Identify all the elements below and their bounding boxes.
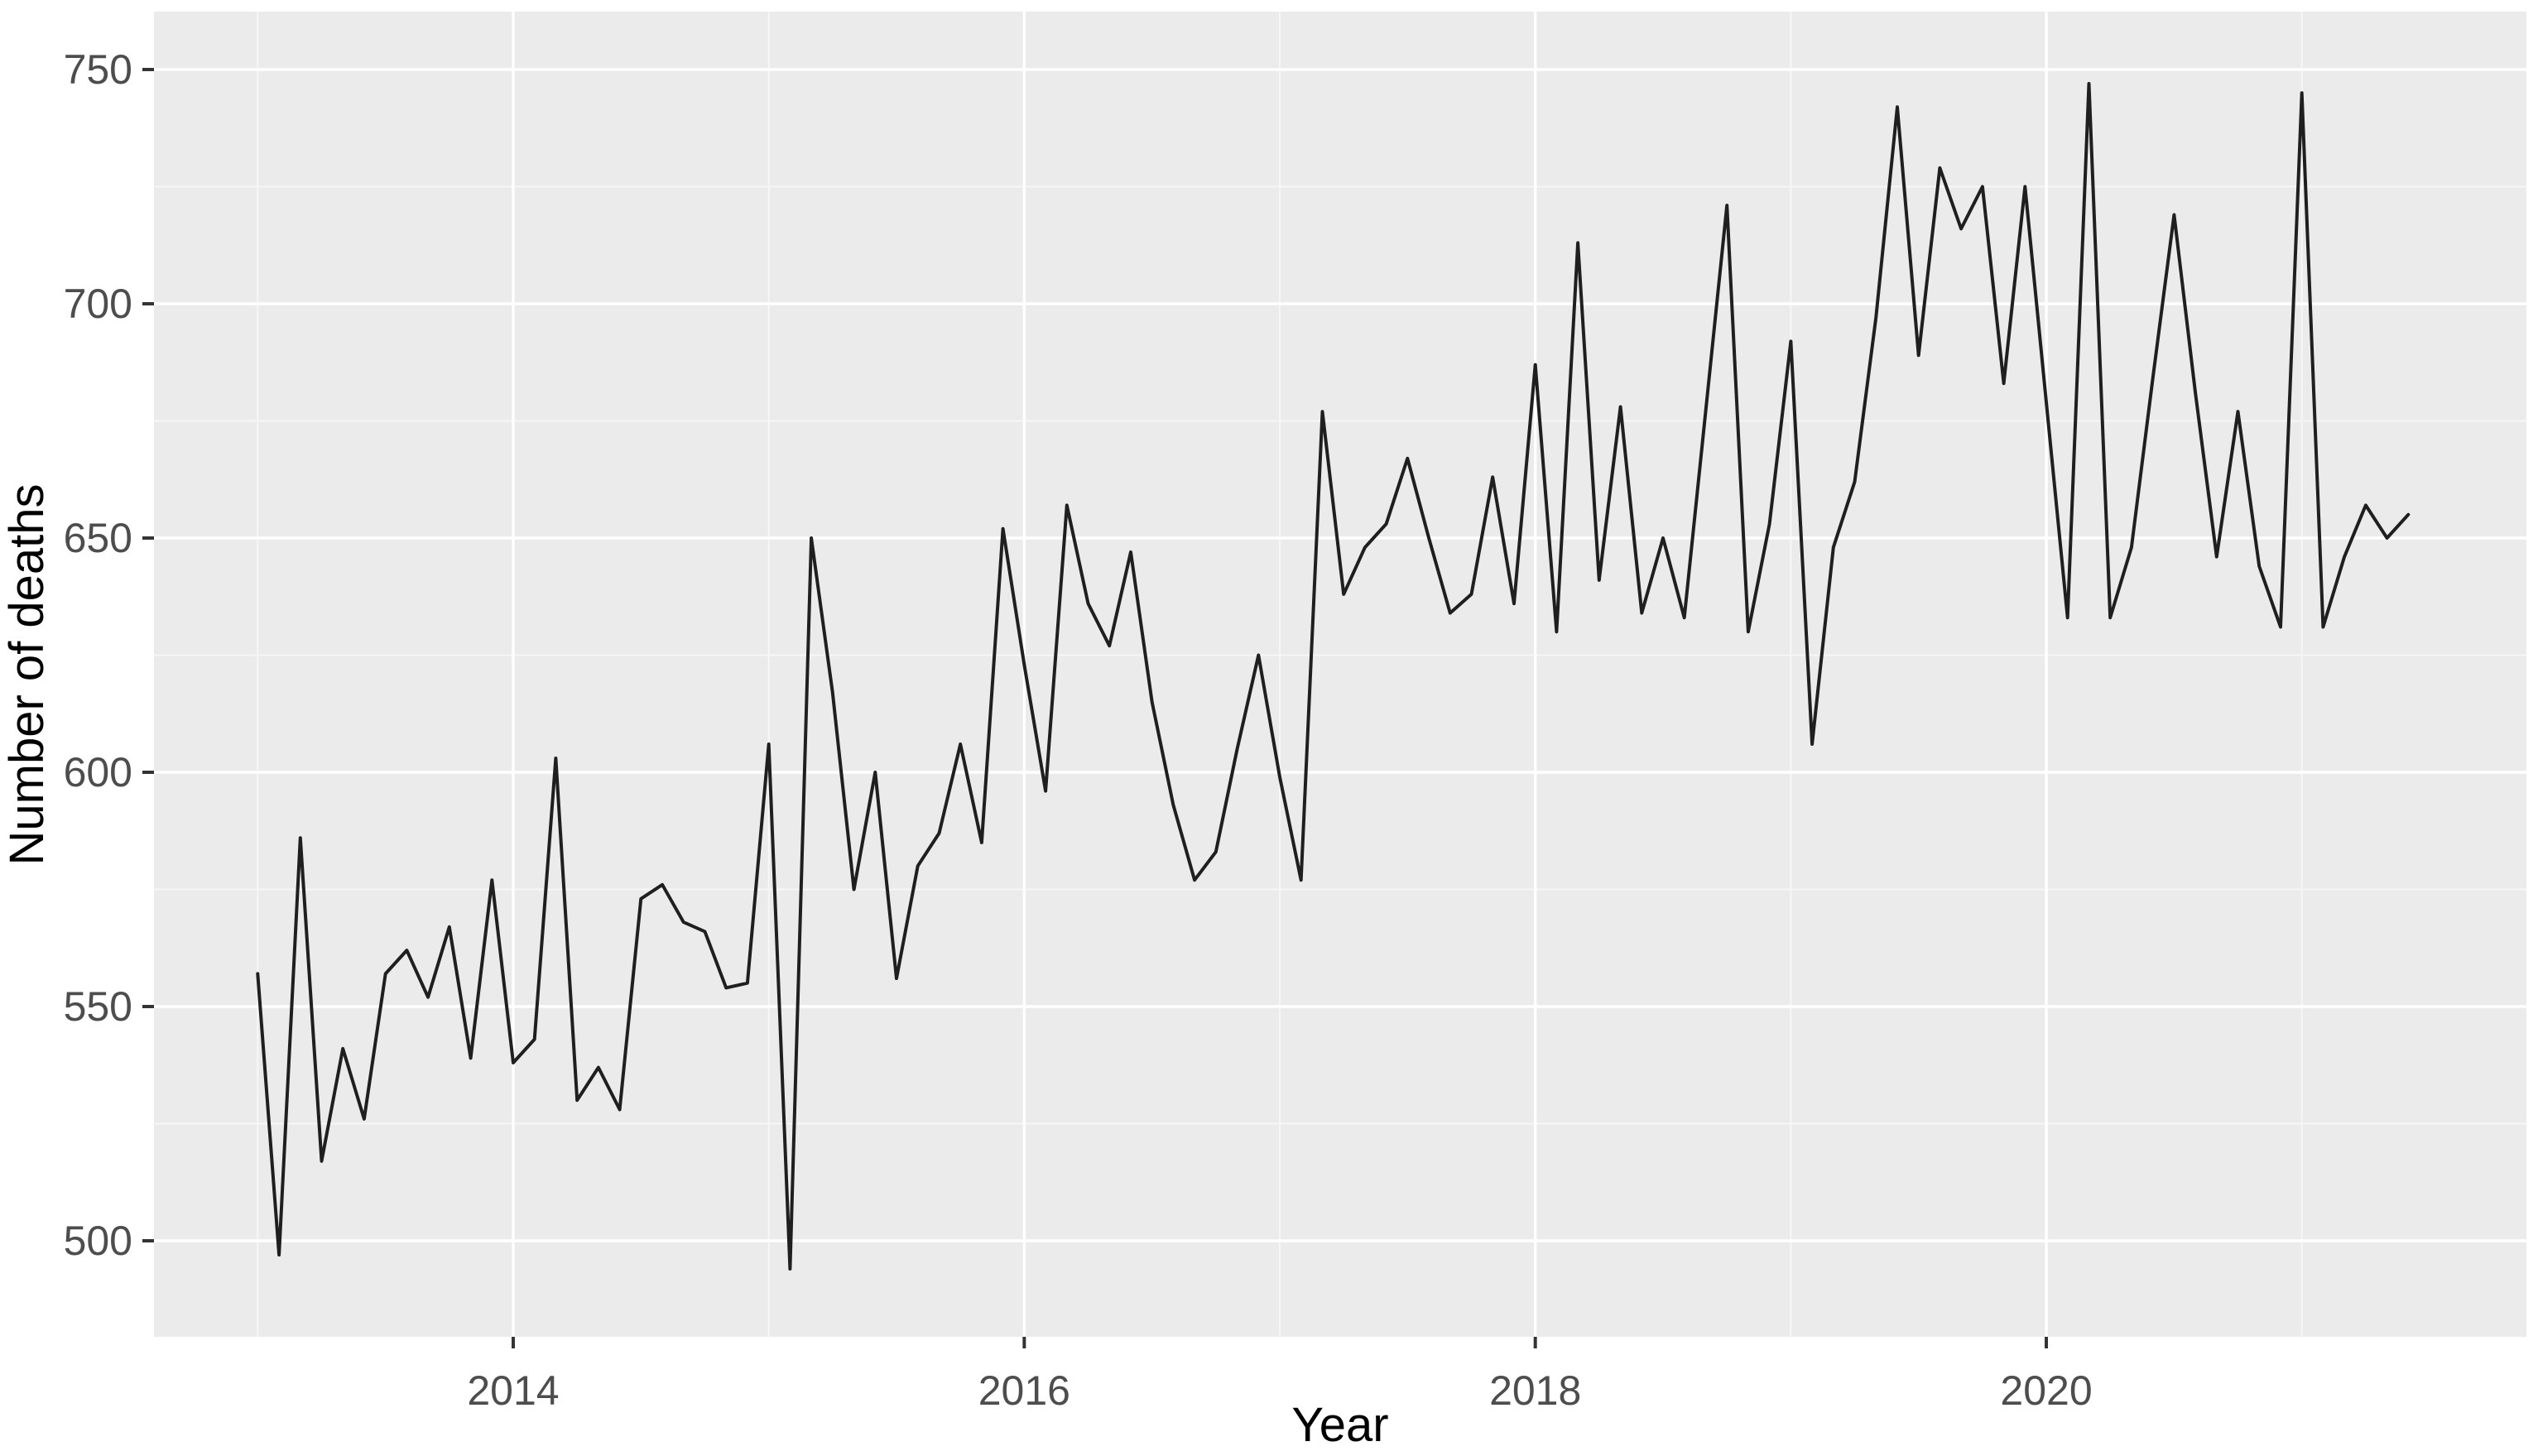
y-axis-title: Number of deaths xyxy=(0,483,54,865)
x-axis-title: Year xyxy=(1291,1398,1388,1452)
x-tick-label: 2016 xyxy=(978,1367,1070,1414)
minor-gridlines xyxy=(154,12,2526,1337)
y-tick-label: 550 xyxy=(64,983,132,1030)
y-tick-label: 650 xyxy=(64,515,132,561)
data-series-group xyxy=(256,82,2411,1271)
x-tick-label: 2014 xyxy=(467,1367,559,1414)
axis-tick-labels: 500 550 600 650 700 750 2014 2016 2018 2020 xyxy=(64,46,2093,1414)
x-tick-label: 2020 xyxy=(2000,1367,2092,1414)
y-tick-label: 500 xyxy=(64,1218,132,1264)
plot-panel-background xyxy=(154,12,2526,1337)
y-tick-label: 600 xyxy=(64,749,132,795)
deaths-line-series xyxy=(256,82,2411,1271)
axis-tick-marks xyxy=(142,68,2049,1348)
x-tick-label: 2018 xyxy=(1489,1367,1581,1414)
y-tick-label: 700 xyxy=(64,281,132,327)
y-tick-label: 750 xyxy=(64,46,132,93)
